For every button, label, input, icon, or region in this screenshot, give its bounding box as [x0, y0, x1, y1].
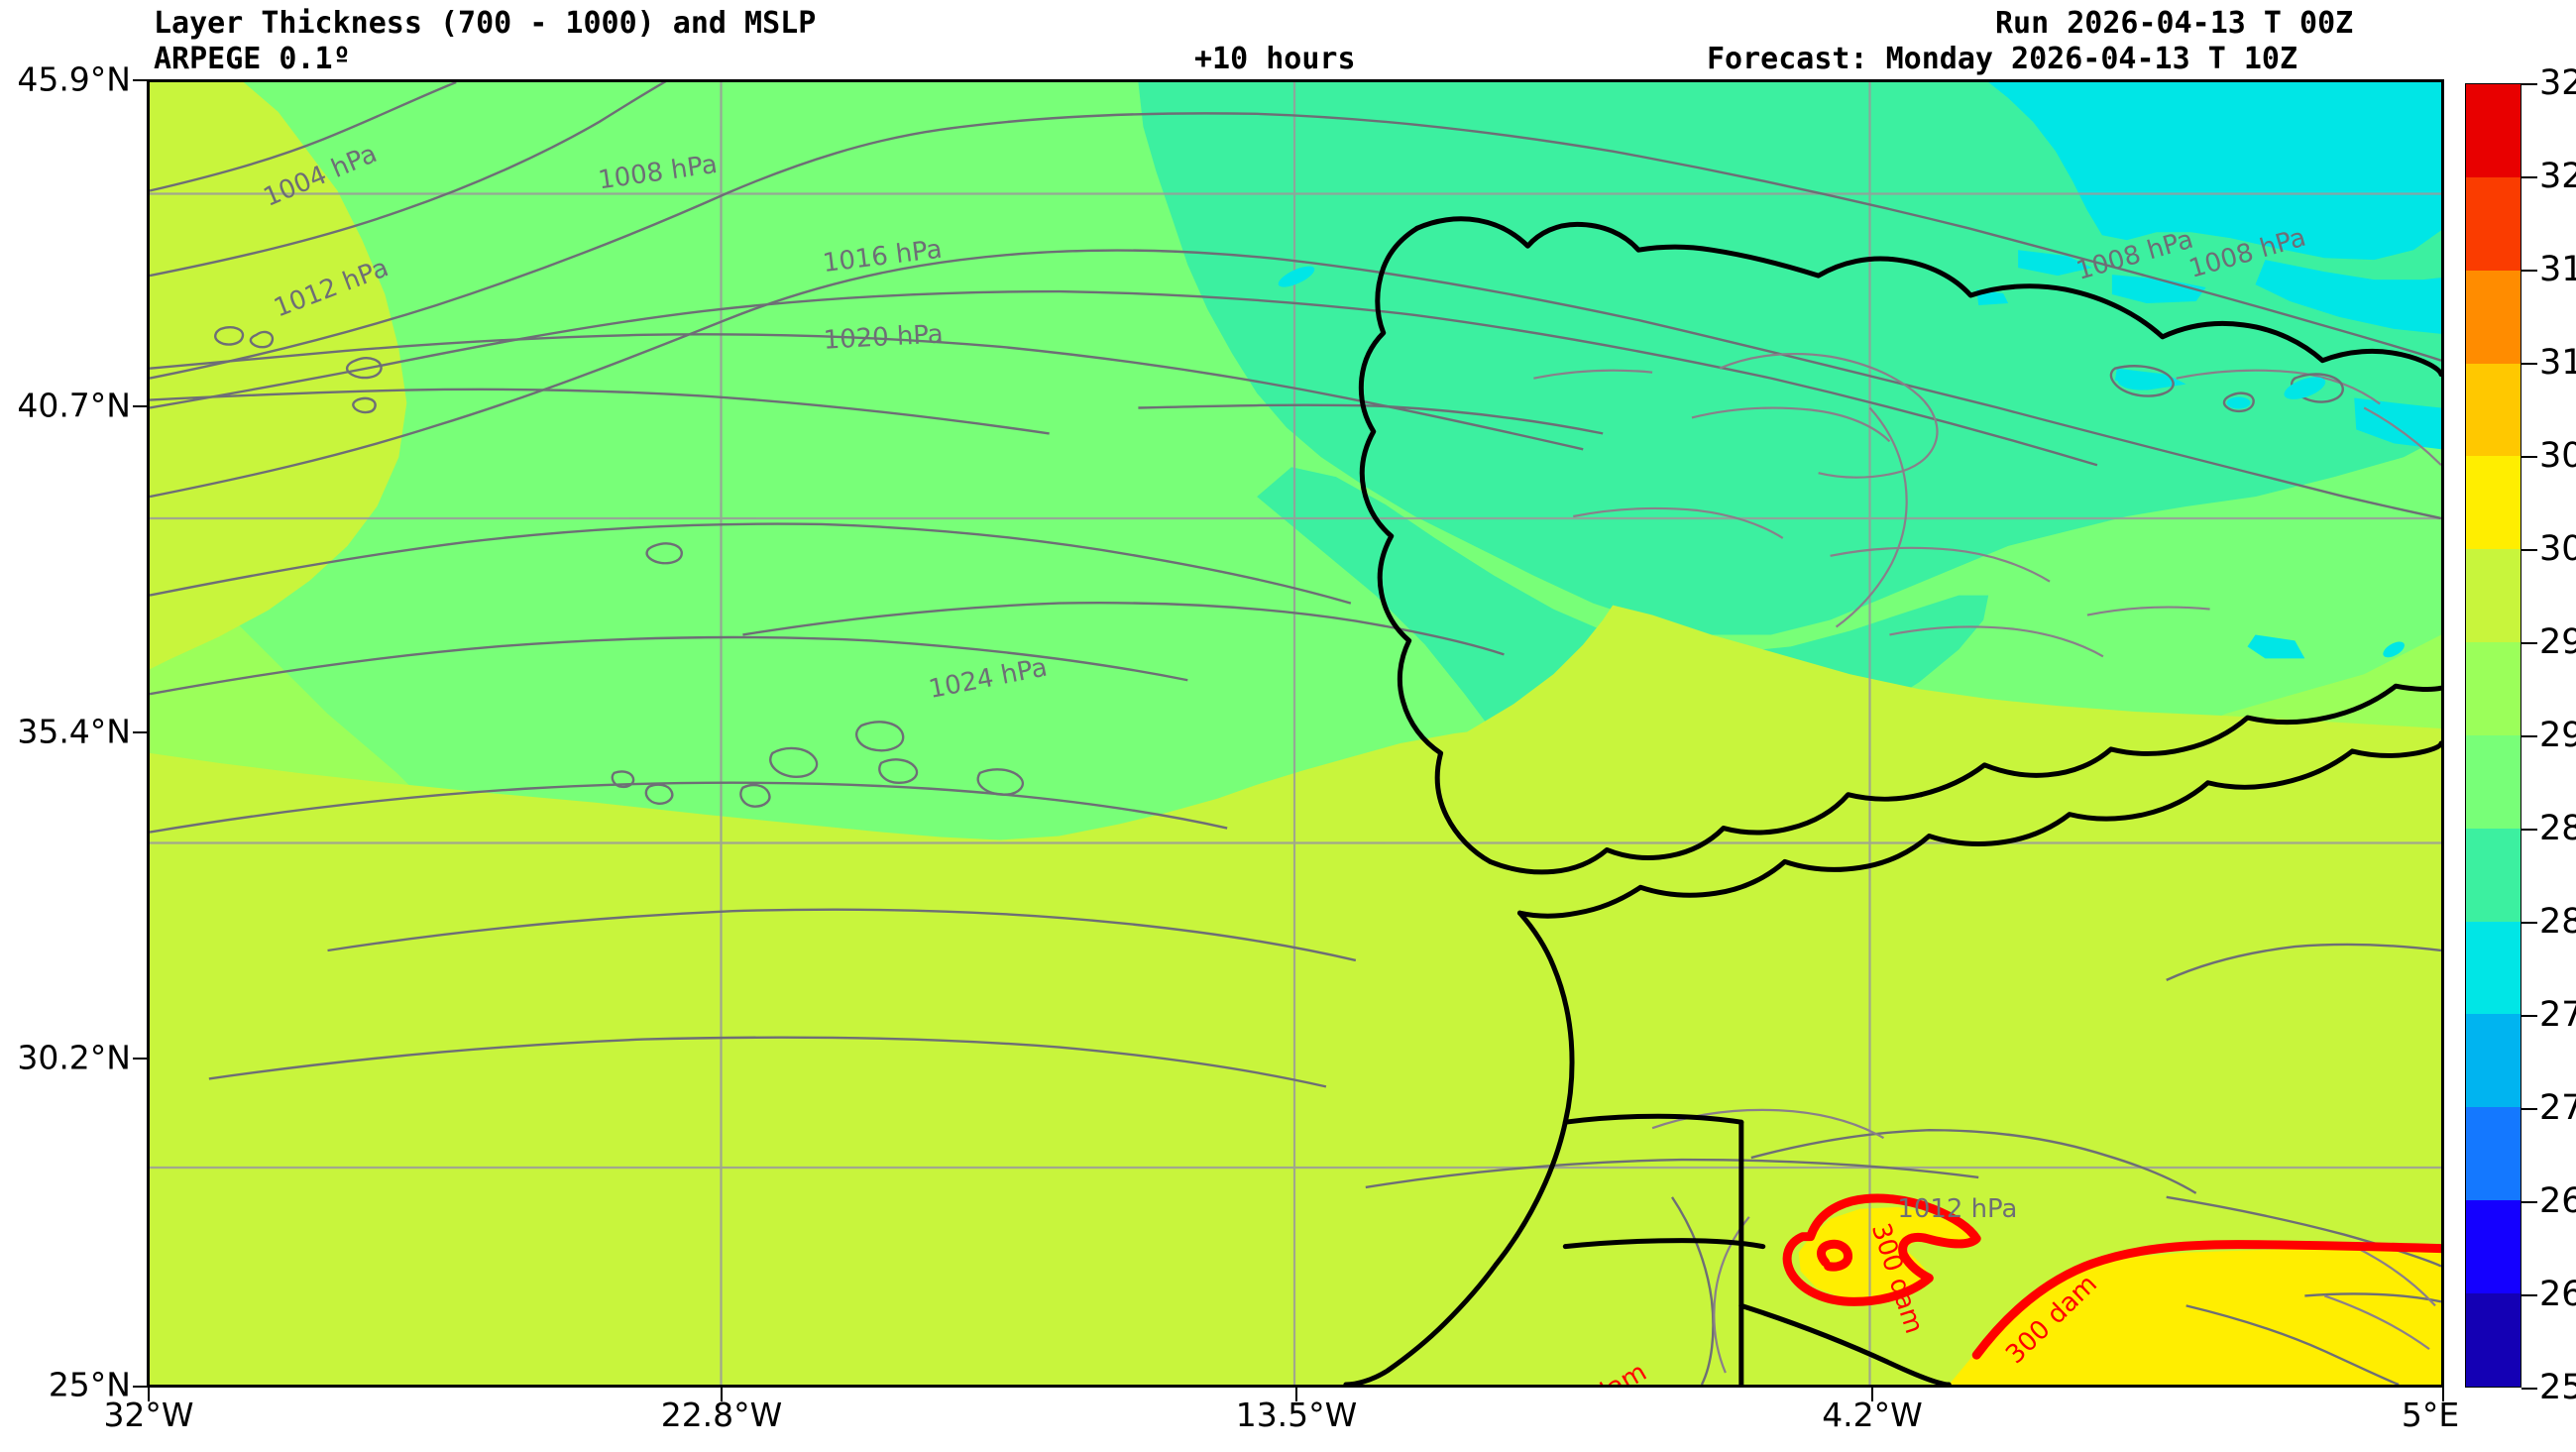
colorbar-tick-label-270: 270: [2539, 1088, 2576, 1128]
lead-time-label: +10 hours: [1194, 42, 1356, 76]
administrative-borders: [1533, 352, 2441, 1374]
xtick-mark-0: [148, 1388, 150, 1401]
xtick-mark-2: [1295, 1388, 1297, 1401]
colorbar-segment-265-270: [2466, 1107, 2520, 1201]
thickness-band-275-280: [1988, 82, 2441, 261]
colorbar-segment-315-320: [2466, 176, 2520, 271]
colorbar-tick-label-290: 290: [2539, 716, 2576, 755]
ytick-mark-0: [133, 1386, 147, 1388]
colorbar-segment-280-285: [2466, 828, 2520, 922]
colorbar-tick-label-260: 260: [2539, 1275, 2576, 1314]
colorbar-tick-mark-290: [2521, 735, 2537, 737]
chart-title: Layer Thickness (700 - 1000) and MSLP: [154, 6, 817, 41]
colorbar-tick-label-265: 265: [2539, 1181, 2576, 1221]
map-plot-area[interactable]: 1004 hPa 1008 hPa 1012 hPa 1016 hPa 1020…: [147, 79, 2444, 1388]
ytick-mark-2: [133, 731, 147, 733]
colorbar-tick-label-255: 255: [2539, 1368, 2576, 1407]
colorbar-tick-mark-275: [2521, 1015, 2537, 1017]
colorbar-segment-285-290: [2466, 734, 2520, 829]
ytick-mark-3: [133, 405, 147, 407]
xtick-mark-4: [2442, 1388, 2444, 1401]
colorbar-tick-mark-265: [2521, 1201, 2537, 1203]
colorbar-tick-mark-280: [2521, 922, 2537, 924]
xtick-label-3: 4.2°W: [1822, 1396, 1923, 1434]
colorbar-segment-295-300: [2466, 549, 2520, 643]
colorbar-tick-label-320: 320: [2539, 157, 2576, 196]
xtick-mark-3: [1871, 1388, 1873, 1401]
colorbar-segment-275-280: [2466, 921, 2520, 1015]
colorbar-tick-label-300: 300: [2539, 529, 2576, 569]
colorbar-tick-mark-325: [2521, 83, 2537, 85]
ytick-label-3: 40.7°N: [17, 386, 131, 425]
ytick-label-1: 30.2°N: [17, 1038, 131, 1077]
colorbar-tick-label-325: 325: [2539, 63, 2576, 103]
thickness-band-275-280-c: [2111, 275, 2206, 303]
coastlines: [1343, 216, 2441, 1385]
colorbar-segment-305-310: [2466, 363, 2520, 457]
thickness-band-275-280-d: [2354, 397, 2441, 450]
model-label: ARPEGE 0.1º: [154, 42, 351, 76]
forecast-valid-label: Forecast: Monday 2026-04-13 T 10Z: [1707, 42, 2298, 76]
colorbar-tick-label-295: 295: [2539, 622, 2576, 662]
thickness-300dam-contours: [1782, 1193, 2441, 1360]
colorbar-tick-label-280: 280: [2539, 902, 2576, 942]
colorbar[interactable]: [2465, 83, 2521, 1388]
colorbar-tick-label-305: 305: [2539, 436, 2576, 476]
colorbar-segment-300-305: [2466, 456, 2520, 550]
colorbar-tick-mark-285: [2521, 829, 2537, 831]
colorbar-tick-label-315: 315: [2539, 250, 2576, 289]
run-timestamp-label: Run 2026-04-13 T 00Z: [1995, 6, 2354, 41]
graticule-gridlines: [150, 82, 2441, 1385]
colorbar-tick-mark-320: [2521, 176, 2537, 178]
colorbar-segment-270-275: [2466, 1014, 2520, 1108]
thickness-band-275-280-e: [2018, 250, 2092, 277]
thickness-band-300-305-blob: [1798, 1206, 1975, 1298]
isobar-label-1012-b: 1012 hPa: [1897, 1194, 2017, 1224]
colorbar-segment-255-260: [2466, 1292, 2520, 1387]
colorbar-tick-mark-310: [2521, 363, 2537, 365]
colorbar-tick-label-285: 285: [2539, 809, 2576, 848]
xtick-label-4: 5°E: [2401, 1396, 2460, 1434]
xtick-label-2: 13.5°W: [1235, 1396, 1358, 1434]
island-fills: [1278, 266, 2405, 658]
colorbar-tick-mark-255: [2521, 1388, 2537, 1390]
colorbar-tick-mark-295: [2521, 642, 2537, 644]
colorbar-segment-290-295: [2466, 642, 2520, 735]
thickness-band-300-305-main: [1949, 1246, 2441, 1385]
ytick-label-4: 45.9°N: [17, 59, 131, 99]
thickness-band-275-280-h: [2247, 634, 2305, 659]
colorbar-tick-mark-305: [2521, 456, 2537, 458]
colorbar-tick-mark-300: [2521, 549, 2537, 551]
ytick-mark-4: [133, 79, 147, 81]
island-outlines: [214, 326, 2344, 808]
colorbar-tick-mark-260: [2521, 1294, 2537, 1296]
colorbar-tick-label-275: 275: [2539, 995, 2576, 1035]
colorbar-segment-260-265: [2466, 1200, 2520, 1293]
map-canvas: 1004 hPa 1008 hPa 1012 hPa 1016 hPa 1020…: [150, 82, 2441, 1385]
xtick-label-1: 22.8°W: [660, 1396, 783, 1434]
colorbar-segment-320-325: [2466, 84, 2520, 177]
thickness-band-275-280-b: [2255, 260, 2441, 334]
colorbar-tick-label-310: 310: [2539, 343, 2576, 383]
ytick-label-0: 25°N: [48, 1365, 131, 1404]
colorbar-tick-mark-270: [2521, 1108, 2537, 1110]
colorbar-segment-310-315: [2466, 270, 2520, 364]
xtick-mark-1: [721, 1388, 723, 1401]
ytick-mark-1: [133, 1058, 147, 1060]
ytick-label-2: 35.4°N: [17, 712, 131, 751]
isobar-label-1020: 1020 hPa: [823, 320, 944, 356]
mslp-isobar-lines: [150, 82, 2441, 1385]
xtick-label-0: 32°W: [103, 1396, 194, 1434]
colorbar-tick-mark-315: [2521, 270, 2537, 272]
